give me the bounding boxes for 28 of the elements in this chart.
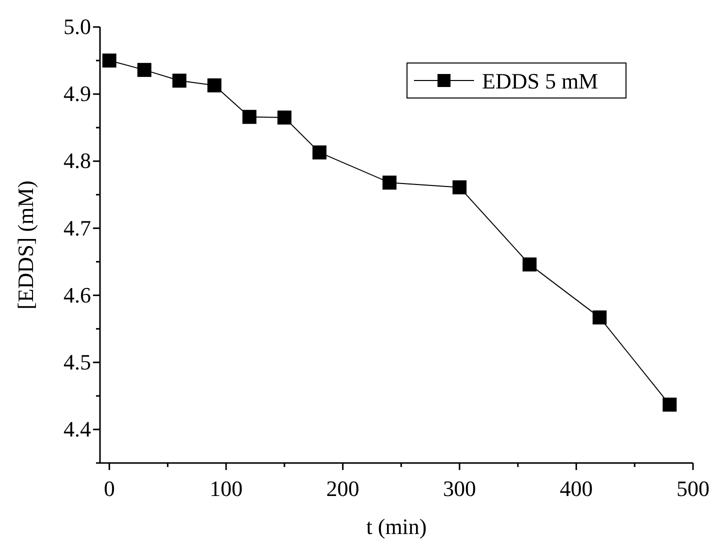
x-tick-label: 500 xyxy=(676,476,710,502)
point xyxy=(207,78,222,92)
point xyxy=(592,310,607,324)
x-tick-label: 100 xyxy=(210,476,243,502)
point xyxy=(277,110,292,125)
y-tick-label: 4.9 xyxy=(64,81,91,106)
y-tick-label: 4.5 xyxy=(64,349,91,374)
y-tick-label: 4.4 xyxy=(64,416,91,442)
y-axis-title: [EDDS] (mM) xyxy=(13,180,38,310)
y-tick-label: 5.0 xyxy=(64,14,91,40)
y-tick-label: 4.7 xyxy=(64,215,91,240)
point xyxy=(242,110,256,124)
x-tick-label: 200 xyxy=(326,476,360,502)
y-tick-label: 4.6 xyxy=(64,282,91,308)
x-tick-label: 300 xyxy=(443,476,476,502)
point xyxy=(382,176,396,190)
point xyxy=(452,180,467,194)
point xyxy=(312,145,326,160)
point xyxy=(172,74,186,88)
x-tick-label: 0 xyxy=(104,476,115,502)
x-axis-title: t (min) xyxy=(366,514,427,539)
x-tick-label: 400 xyxy=(560,476,593,502)
y-tick-label: 4.8 xyxy=(64,148,91,174)
point xyxy=(102,54,116,68)
point xyxy=(662,398,677,412)
point xyxy=(522,257,537,272)
legend-label: EDDS 5 mM xyxy=(482,68,598,94)
point xyxy=(137,62,152,77)
